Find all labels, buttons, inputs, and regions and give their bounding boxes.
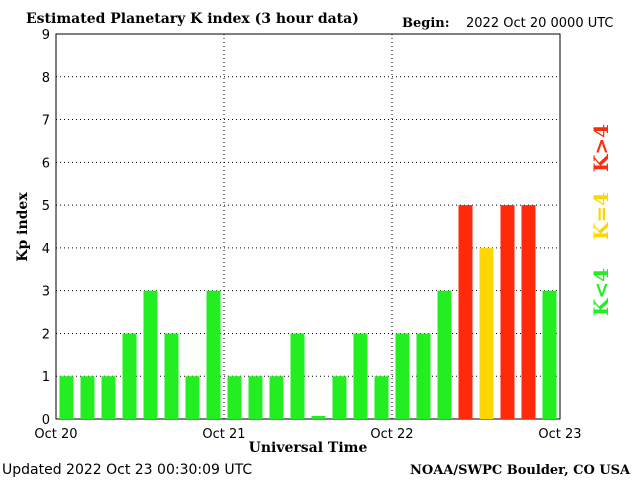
kp-bar: [500, 205, 515, 419]
kp-bar: [248, 376, 263, 419]
y-tick-labels: 0 1 2 3 4 5 6 7 8 9: [42, 28, 50, 428]
kp-bar: [59, 376, 74, 419]
begin-value: 2022 Oct 20 0000 UTC: [466, 16, 614, 31]
kp-bar: [80, 376, 95, 419]
y-tick-label: 2: [42, 327, 50, 342]
legend-high: K>4: [589, 124, 613, 172]
grid-lines: [56, 34, 560, 419]
kp-bar: [143, 290, 158, 419]
kp-bar: [542, 290, 557, 419]
legend-low: K<4: [589, 268, 613, 316]
kp-bar: [122, 333, 137, 419]
kp-bar: [353, 333, 368, 419]
x-tick-label: Oct 22: [370, 427, 413, 442]
kp-bar: [374, 376, 389, 419]
kp-bar: [311, 416, 326, 419]
kp-bar: [521, 205, 536, 419]
y-tick-label: 7: [42, 114, 50, 129]
y-tick-label: 5: [42, 199, 50, 214]
legend-mid: K=4: [589, 192, 613, 240]
y-axis-label: Kp index: [15, 192, 31, 262]
x-tick-label: Oct 21: [202, 427, 245, 442]
kp-bar: [395, 333, 410, 419]
y-tick-label: 6: [42, 156, 50, 171]
y-tick-label: 8: [42, 71, 50, 86]
kp-bar: [416, 333, 431, 419]
kp-bar: [458, 205, 473, 419]
updated-timestamp: Updated 2022 Oct 23 00:30:09 UTC: [2, 462, 252, 478]
kp-bar: [185, 376, 200, 419]
x-axis-label: Universal Time: [249, 440, 368, 456]
x-tick-label: Oct 23: [538, 427, 581, 442]
y-tick-label: 0: [42, 413, 50, 428]
kp-bar: [332, 376, 347, 419]
kp-bar: [290, 333, 305, 419]
kp-bar: [437, 290, 452, 419]
kp-bar: [479, 247, 494, 419]
y-tick-label: 4: [42, 242, 50, 257]
kp-bar: [227, 376, 242, 419]
kp-bar: [101, 376, 116, 419]
source-credit: NOAA/SWPC Boulder, CO USA: [410, 463, 631, 478]
begin-label: Begin:: [402, 16, 450, 31]
y-tick-label: 9: [42, 28, 50, 43]
y-tick-label: 1: [42, 370, 50, 385]
x-tick-label: Oct 20: [34, 427, 77, 442]
bars: [59, 205, 557, 419]
kp-bar: [164, 333, 179, 419]
kp-bar: [206, 290, 221, 419]
x-tick-labels: Oct 20 Oct 21 Oct 22 Oct 23: [34, 427, 581, 442]
y-tick-label: 3: [42, 285, 50, 300]
plot-frame: [55, 33, 561, 420]
kp-bar: [269, 376, 284, 419]
chart-title: Estimated Planetary K index (3 hour data…: [26, 11, 359, 27]
